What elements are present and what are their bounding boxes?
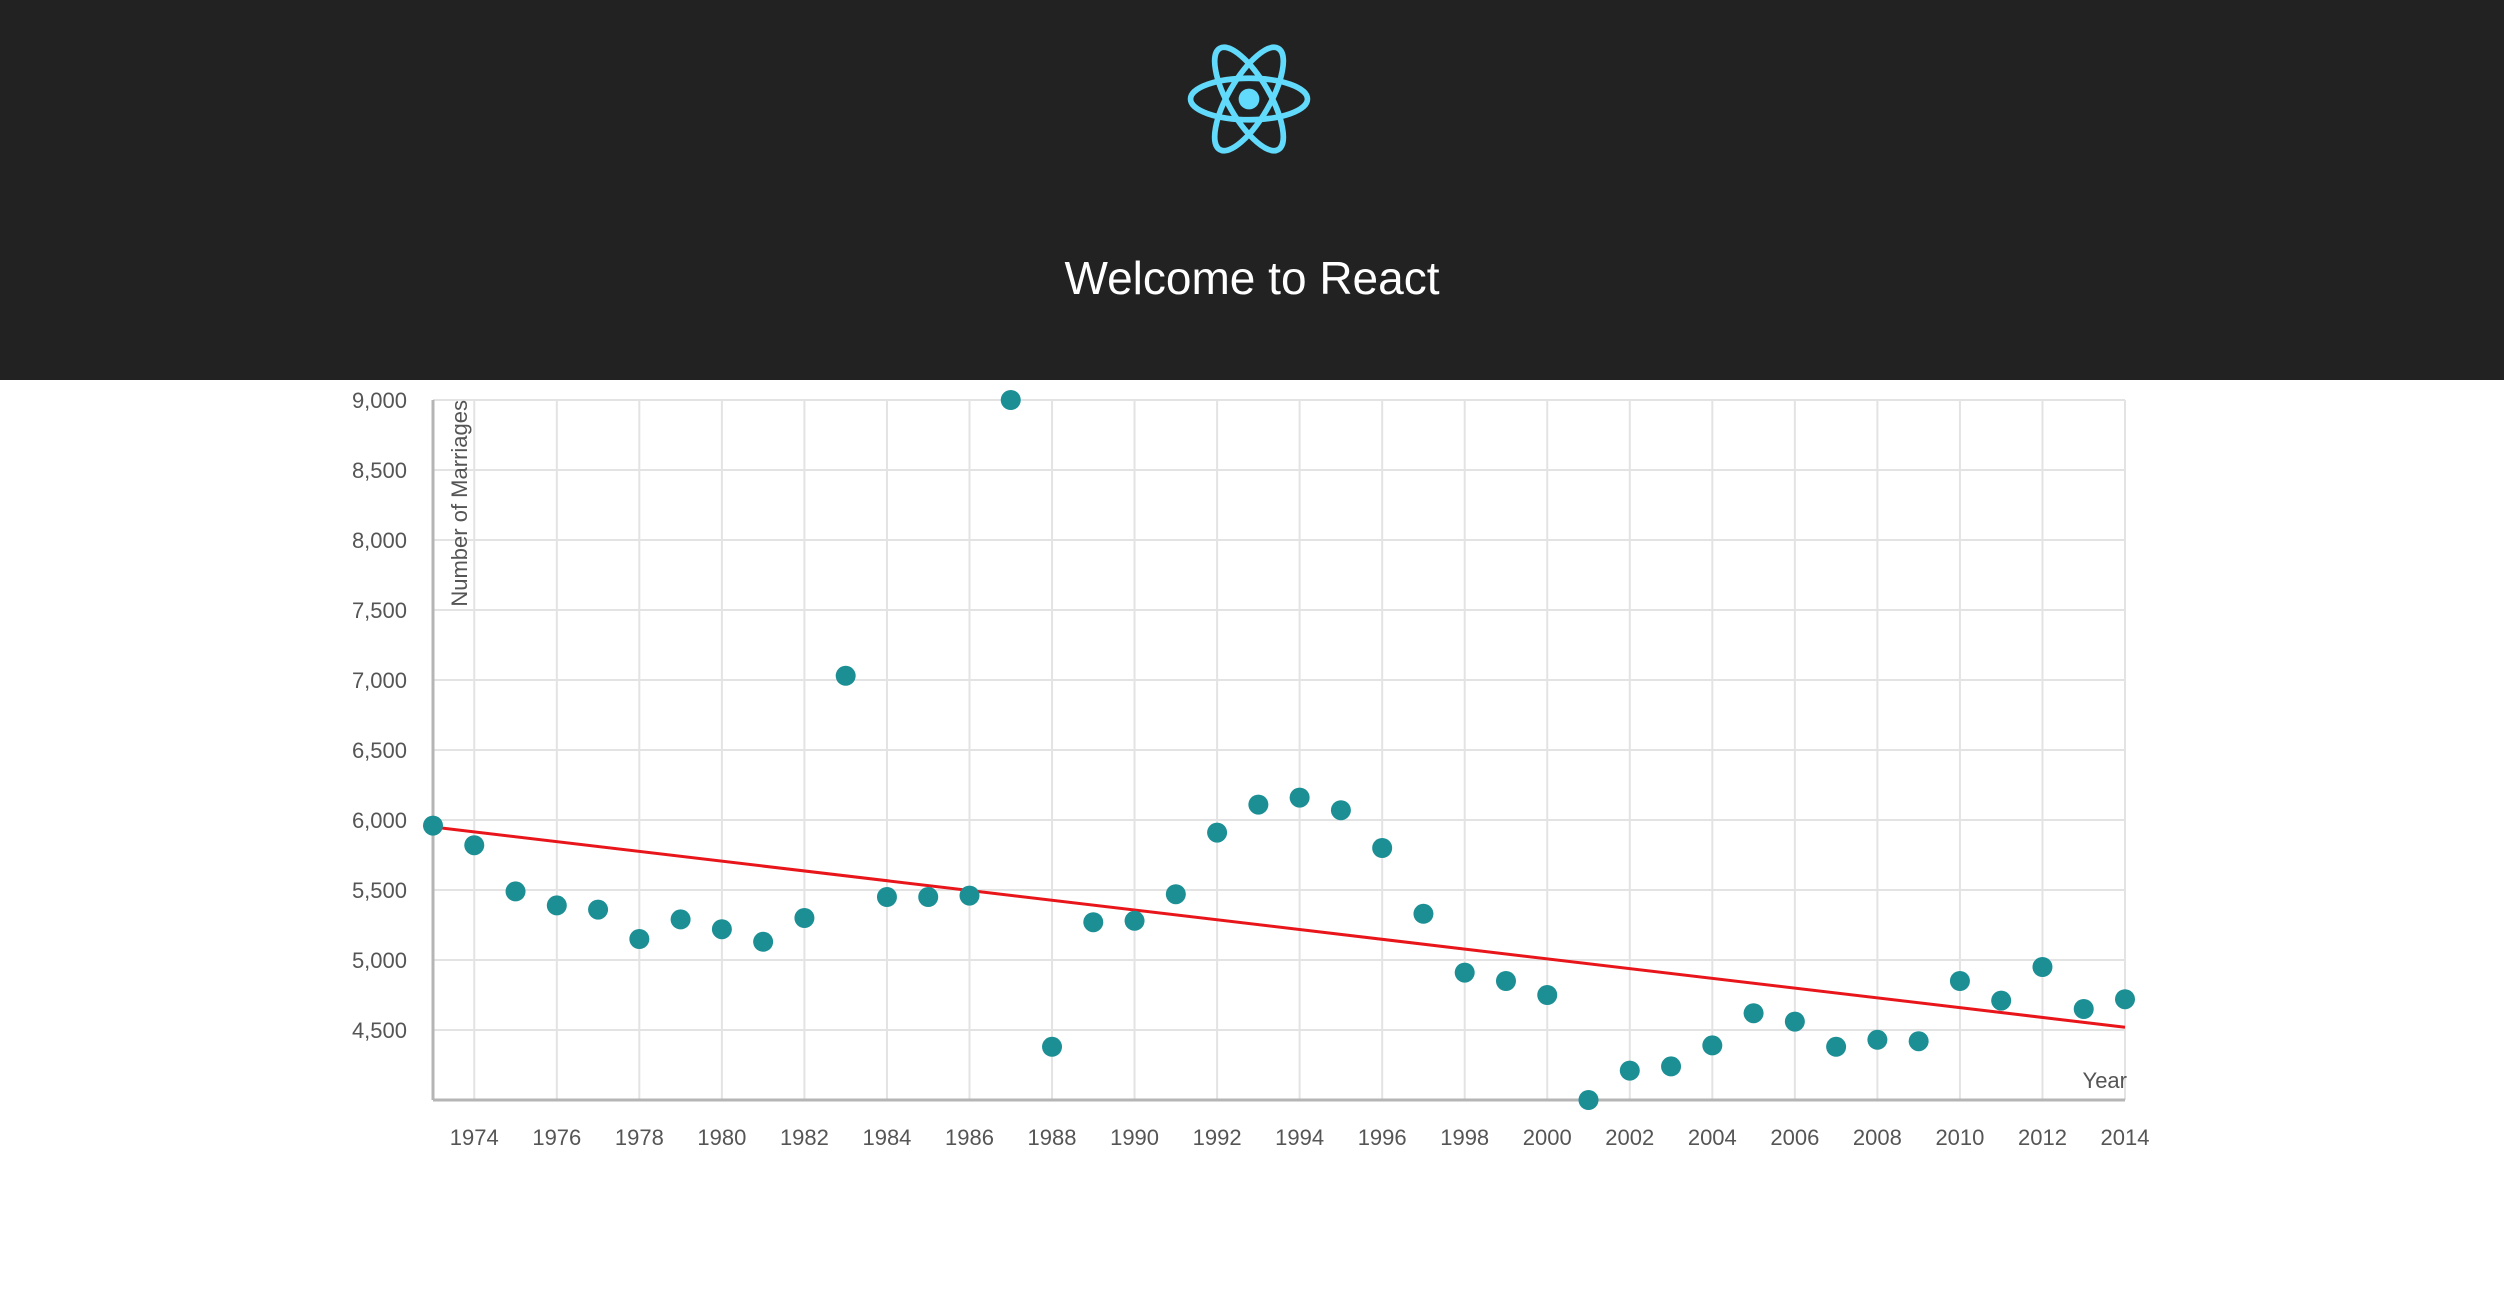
data-point (1124, 910, 1145, 931)
data-point (1619, 1060, 1640, 1081)
x-tick-label: 2010 (1935, 1125, 1984, 1150)
data-point (2115, 989, 2135, 1010)
data-point (1000, 390, 1021, 410)
y-tick-label: 5,000 (352, 948, 407, 973)
data-point (711, 919, 732, 940)
data-point (505, 881, 526, 902)
data-point (1949, 971, 1970, 991)
data-point (753, 931, 774, 952)
y-tick-label: 5,500 (352, 878, 407, 903)
y-tick-label: 7,500 (352, 598, 407, 623)
data-point (1743, 1003, 1764, 1024)
x-tick-label: 2004 (1688, 1125, 1737, 1150)
data-point (423, 815, 443, 836)
data-point (1991, 990, 2012, 1011)
data-point (1784, 1011, 1805, 1032)
scatter-chart: 1974 1976 1978 1980 1982 1984 1986 1988 1990 1992… (352, 388, 2150, 1150)
data-point (1289, 787, 1310, 808)
data-point (1248, 794, 1269, 815)
x-tick-label: 1998 (1440, 1125, 1489, 1150)
x-tick-label: 1986 (945, 1125, 994, 1150)
data-point (1702, 1035, 1723, 1056)
data-point (588, 899, 609, 920)
data-point (959, 885, 980, 906)
data-point (1207, 822, 1228, 843)
data-point (1578, 1090, 1599, 1110)
app-header: Welcome to React (0, 0, 2504, 380)
trend-line (432, 825, 2126, 1029)
x-tick-label: 1994 (1275, 1125, 1324, 1150)
data-point (1454, 962, 1475, 983)
y-tick-label: 6,500 (352, 738, 407, 763)
data-point (1537, 985, 1558, 1005)
x-tick-label: 1980 (697, 1125, 746, 1150)
y-tick-label: 8,000 (352, 528, 407, 553)
data-point (2032, 957, 2053, 977)
page-title: Welcome to React (1064, 252, 1440, 304)
x-axis-title: Year (2083, 1068, 2127, 1093)
x-tick-label: 1992 (1193, 1125, 1242, 1150)
x-tick-label: 1990 (1110, 1125, 1159, 1150)
x-tick-label: 1996 (1358, 1125, 1407, 1150)
data-point (1042, 1036, 1063, 1057)
y-tick-label: 6,000 (352, 808, 407, 833)
data-point (1413, 903, 1434, 924)
data-point (546, 895, 567, 916)
x-tick-label: 1978 (615, 1125, 664, 1150)
x-tick-label: 1984 (862, 1125, 911, 1150)
y-tick-label: 9,000 (352, 388, 407, 413)
data-point (1330, 800, 1351, 821)
y-axis-title: Number of Marriages (447, 400, 472, 607)
data-point (1908, 1031, 1929, 1052)
y-tick-label: 4,500 (352, 1018, 407, 1043)
data-point (918, 887, 939, 907)
x-tick-label: 2000 (1523, 1125, 1572, 1150)
data-point (464, 835, 485, 856)
data-point (629, 929, 650, 949)
data-point (1826, 1036, 1847, 1057)
data-point (835, 665, 856, 686)
x-tick-label: 2002 (1605, 1125, 1654, 1150)
y-tick-label: 8,500 (352, 458, 407, 483)
data-point (1165, 884, 1186, 905)
data-point (1083, 912, 1104, 933)
data-point (1495, 971, 1516, 991)
x-tick-label: 1988 (1028, 1125, 1077, 1150)
y-tick-label: 7,000 (352, 668, 407, 693)
data-point (1661, 1056, 1682, 1077)
x-tick-label: 2014 (2101, 1125, 2150, 1150)
x-tick-label: 2008 (1853, 1125, 1902, 1150)
data-point (794, 908, 815, 928)
data-point (1867, 1029, 1888, 1050)
x-tick-label: 1976 (532, 1125, 581, 1150)
data-point (876, 887, 897, 907)
data-point (670, 909, 691, 930)
data-point (2073, 999, 2094, 1019)
x-tick-label: 1974 (450, 1125, 499, 1150)
data-point (1372, 838, 1393, 858)
x-tick-label: 2012 (2018, 1125, 2067, 1150)
react-atom-icon (1187, 44, 1311, 154)
x-tick-label: 2006 (1770, 1125, 1819, 1150)
chart-container: 1974 1976 1978 1980 1982 1984 1986 1988 1990 1992… (0, 380, 2504, 1298)
x-tick-label: 1982 (780, 1125, 829, 1150)
